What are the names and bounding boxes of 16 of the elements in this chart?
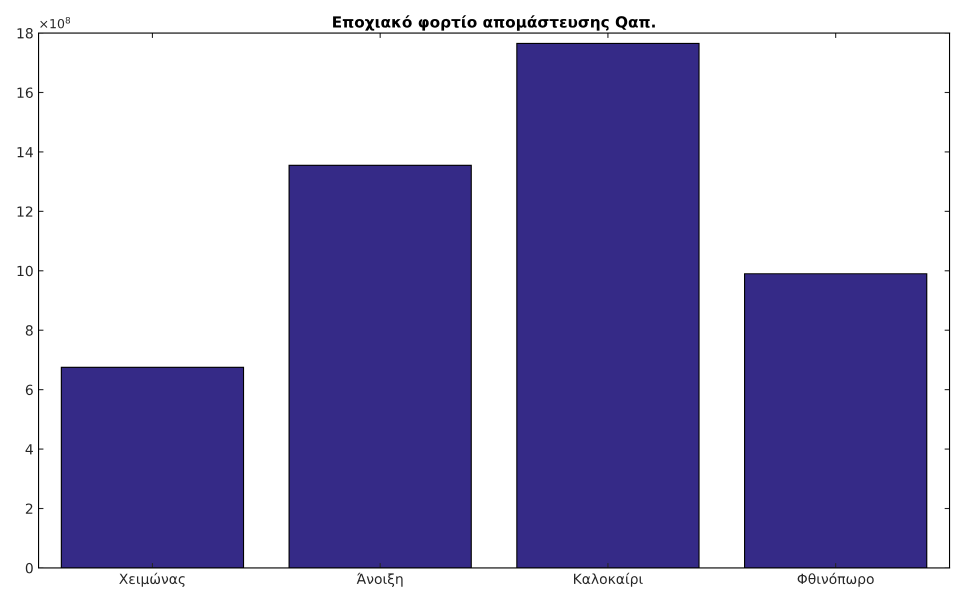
y-tick-label: 18 [18,28,33,39]
y-tick-label: 16 [18,87,33,98]
x-tick-label: Χειμώνας [119,572,185,587]
y-tick-label: 6 [26,384,33,396]
x-tick-label: Καλοκαίρι [574,572,643,587]
y-tick-label: 8 [26,325,33,336]
x-tick-label: Άνοιξη [356,572,403,587]
text: ×10$^{8}$ [40,16,70,28]
y-tick-label: 10 [18,266,33,276]
y-tick-label: 0 [26,562,33,574]
y-tick-label: 14 [18,147,33,158]
y-tick-label: 4 [26,444,33,454]
chart-title: Εποχιακό φορτίο απομάστευσης Qαπ. [333,15,655,31]
y-tick-label: 12 [18,206,32,217]
x-tick-label: Φθινόπωρο [798,572,874,587]
y-tick-label: 2 [26,503,32,514]
